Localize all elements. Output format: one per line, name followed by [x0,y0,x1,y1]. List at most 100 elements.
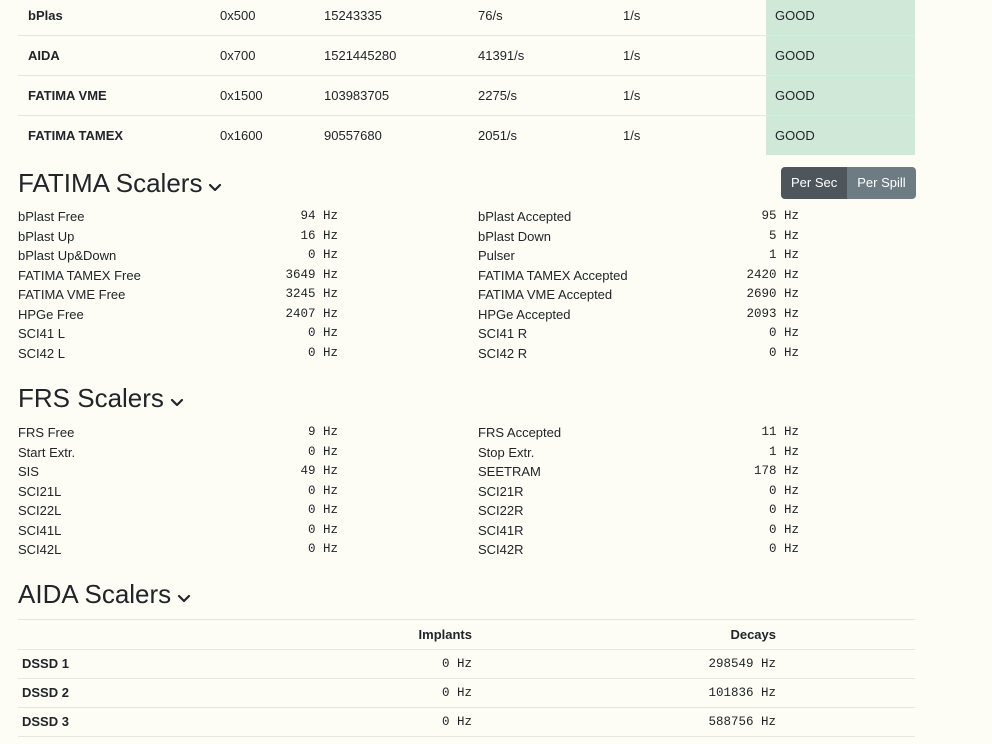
status-count: 15243335 [324,8,382,23]
scaler-label: FRS Free [18,425,75,440]
scaler-label: FRS Accepted [478,425,562,440]
status-name: bPlas [28,8,63,23]
scaler-value: 2407 Hz [285,306,338,321]
frs-scalers-title: FRS Scalers [18,383,164,413]
scaler-row: FATIMA TAMEX Free 3649 Hz FATIMA TAMEX A… [18,266,898,286]
scaler-label: bPlast Down [478,228,551,244]
scaler-label: SEETRAM [478,464,541,479]
scaler-label: FATIMA TAMEX Free [18,267,141,283]
table-header: Implants Decays [18,619,915,650]
implants-value: 0 Hz [441,657,472,671]
frs-scalers-heading[interactable]: FRS Scalers [18,383,184,414]
scaler-value: 0 Hz [768,522,799,537]
status-badge: GOOD [766,116,915,155]
chevron-down-icon[interactable] [177,580,191,610]
status-badge: GOOD [766,0,915,35]
scaler-value: 2093 Hz [746,306,799,321]
scaler-label: bPlast Up&Down [18,248,117,263]
scaler-value: 95 Hz [761,209,799,223]
scaler-value: 16 Hz [300,228,338,243]
scaler-value: 3649 Hz [285,267,338,282]
scaler-value: 0 Hz [768,483,799,498]
scaler-label: SCI42L [18,542,62,557]
scaler-label: SCI42 R [478,345,528,361]
scaler-value: 0 Hz [307,483,338,498]
scaler-value: 3245 Hz [285,287,338,301]
scaler-label: SCI41L [18,522,62,538]
fatima-scalers-title: FATIMA Scalers [18,168,203,198]
scaler-row: SCI42L 0 Hz SCI42R 0 Hz [18,540,898,560]
scaler-label: bPlast Accepted [478,209,572,224]
scaler-row: SCI41L 0 Hz SCI41R 0 Hz [18,521,898,541]
implants-column-header: Implants [418,627,472,642]
scaler-label: SIS [18,464,39,479]
scaler-label: bPlast Up [18,228,75,244]
status-name: FATIMA VME [28,88,107,103]
decays-column-header: Decays [730,627,776,642]
scaler-value: 0 Hz [768,326,799,340]
status-address: 0x1500 [220,88,263,103]
scaler-label: bPlast Free [18,209,85,224]
chevron-down-icon[interactable] [208,169,222,199]
scaler-label: FATIMA VME Accepted [478,287,613,302]
status-count: 103983705 [324,88,390,103]
fatima-scalers-grid: bPlast Free 94 Hz bPlast Accepted 95 Hz … [18,207,898,363]
table-row: FATIMA VME 0x1500 103983705 2275/s 1/s G… [18,76,915,116]
scaler-label: SCI21L [18,483,62,499]
table-row: bPlas 0x500 15243335 76/s 1/s GOOD [18,0,915,36]
implants-value: 0 Hz [441,686,472,700]
scaler-row: SCI21L 0 Hz SCI21R 0 Hz [18,482,898,502]
table-row: AIDA 0x700 1521445280 41391/s 1/s GOOD [18,36,915,76]
fatima-scalers-heading[interactable]: FATIMA Scalers [18,168,222,199]
scaler-label: Start Extr. [18,444,76,460]
implants-value: 0 Hz [441,715,472,729]
scaler-value: 0 Hz [768,542,799,556]
scaler-value: 2420 Hz [746,267,799,282]
scaler-row: SCI22L 0 Hz SCI22R 0 Hz [18,501,898,521]
status-address: 0x700 [220,48,256,63]
status-expected: 1/s [623,8,641,23]
aida-scalers-heading[interactable]: AIDA Scalers [18,579,191,610]
scaler-label: FATIMA TAMEX Accepted [478,267,628,283]
per-sec-button[interactable]: Per Sec [781,167,848,199]
scaler-value: 1 Hz [768,248,799,262]
scaler-label: SCI41R [478,522,524,538]
scaler-value: 5 Hz [768,228,799,243]
status-rate: 41391/s [478,48,525,63]
scaler-row: FRS Free 9 Hz FRS Accepted 11 Hz [18,423,898,443]
status-address: 0x500 [220,8,256,23]
scaler-label: HPGe Free [18,306,84,322]
scaler-value: 178 Hz [753,464,799,478]
scaler-row: bPlast Free 94 Hz bPlast Accepted 95 Hz [18,207,898,227]
dssd-name: DSSD 3 [22,714,69,729]
status-rate: 2051/s [478,128,518,143]
status-badge: GOOD [766,36,915,75]
dssd-name: DSSD 1 [22,656,69,671]
table-row: DSSD 3 0 Hz 588756 Hz [18,708,915,737]
scaler-value: 0 Hz [307,444,338,459]
scaler-value: 49 Hz [300,464,338,478]
scaler-value: 0 Hz [307,503,338,517]
scaler-label: FATIMA VME Free [18,287,126,302]
chevron-down-icon[interactable] [170,384,184,414]
scaler-row: SCI41 L 0 Hz SCI41 R 0 Hz [18,324,898,344]
status-rate: 76/s [478,8,503,23]
scaler-row: bPlast Up 16 Hz bPlast Down 5 Hz [18,227,898,247]
scaler-value: 2690 Hz [746,287,799,301]
table-row: FATIMA TAMEX 0x1600 90557680 2051/s 1/s … [18,116,915,155]
table-row: DSSD 1 0 Hz 298549 Hz [18,650,915,679]
status-rate: 2275/s [478,88,518,103]
scaler-row: bPlast Up&Down 0 Hz Pulser 1 Hz [18,246,898,266]
scaler-label: SCI22R [478,503,524,518]
scaler-label: SCI42R [478,542,524,557]
per-spill-button[interactable]: Per Spill [847,167,916,199]
scaler-row: FATIMA VME Free 3245 Hz FATIMA VME Accep… [18,285,898,305]
scaler-label: SCI41 R [478,326,528,341]
status-name: AIDA [28,48,60,63]
scaler-label: Stop Extr. [478,444,535,460]
scaler-value: 0 Hz [307,522,338,537]
status-table: bPlas 0x500 15243335 76/s 1/s GOOD AIDA … [18,0,915,155]
scaler-value: 0 Hz [307,542,338,556]
scaler-row: HPGe Free 2407 Hz HPGe Accepted 2093 Hz [18,305,898,325]
